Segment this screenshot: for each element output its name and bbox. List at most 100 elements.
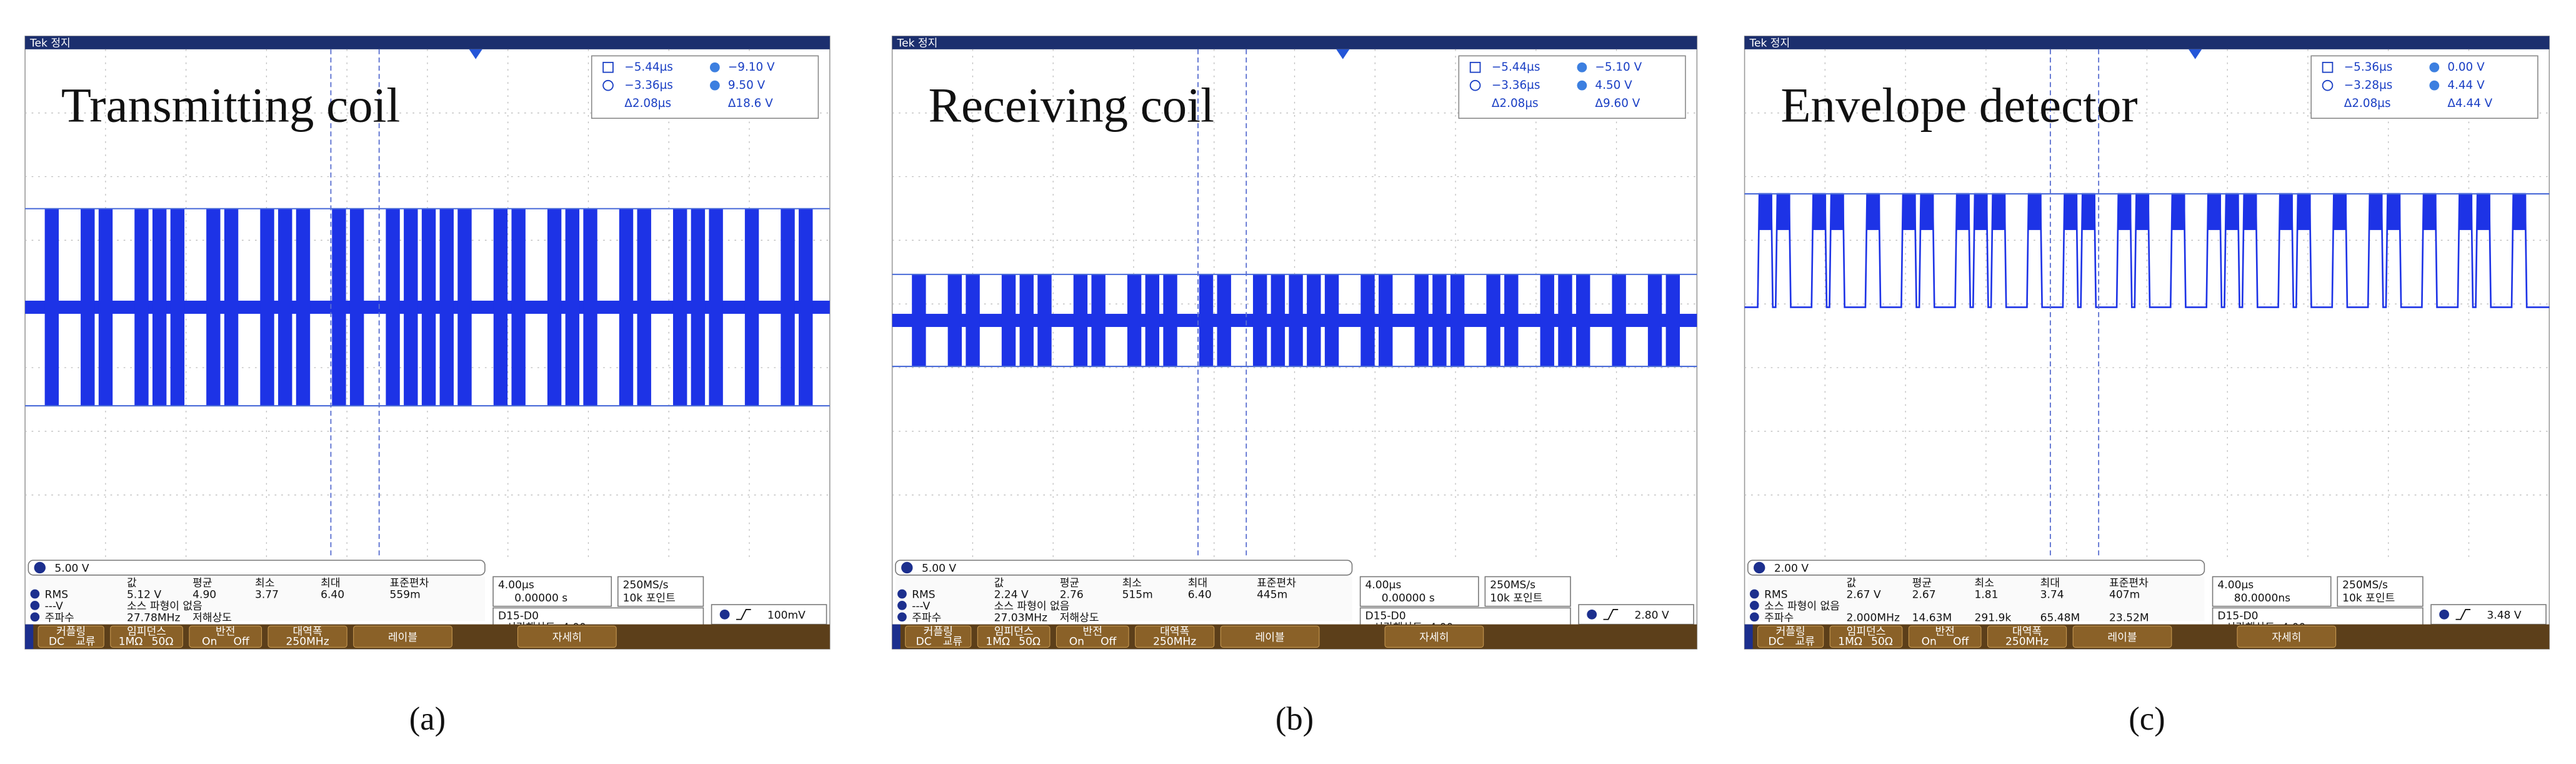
menu-button[interactable]	[1220, 625, 1320, 648]
burst	[709, 208, 723, 406]
menu-button[interactable]	[517, 625, 617, 648]
meas-cell: 407m	[2109, 589, 2140, 601]
meas-header: 표준편차	[2109, 577, 2149, 590]
burst	[799, 208, 813, 406]
meas-cell: 2.67 V	[1847, 589, 1881, 601]
burst	[1127, 274, 1142, 367]
burst	[1163, 274, 1177, 367]
cursor-box	[1458, 55, 1686, 119]
menu-option: Off	[1101, 635, 1117, 648]
burst	[1558, 274, 1572, 367]
channel-scale: 2.00 V	[1774, 563, 1809, 575]
menu-button[interactable]	[1908, 625, 1982, 648]
meas-header: 값	[994, 577, 1004, 590]
envelope-ripple	[2387, 194, 2401, 230]
trigger-box	[711, 604, 827, 625]
digital: D15-D0	[498, 610, 539, 623]
cursor-time: −3.36µs	[1492, 79, 1540, 92]
burst	[332, 208, 346, 406]
digital: D15-D0	[1365, 610, 1406, 623]
menu-option: 1MΩ	[986, 635, 1010, 648]
burst	[1252, 274, 1267, 367]
channel-scale: 5.00 V	[922, 563, 956, 575]
burst	[1647, 274, 1662, 367]
sample-rate: 250MS/s	[623, 579, 669, 591]
icon	[709, 80, 720, 91]
burst	[1271, 274, 1286, 367]
burst	[1504, 274, 1519, 367]
meas-cell: 27.78MHz	[127, 611, 180, 624]
meas-cell: 2.67	[1912, 589, 1936, 601]
envelope-ripple	[2226, 194, 2239, 230]
cursor-volt: 9.50 V	[728, 79, 766, 92]
menu-button[interactable]	[1384, 625, 1484, 648]
burst	[781, 208, 795, 406]
meas-cell: 4.90	[192, 589, 216, 601]
menu-button[interactable]	[1829, 625, 1903, 648]
burst	[349, 208, 364, 406]
burst	[966, 274, 980, 367]
menu-button[interactable]	[2072, 625, 2172, 648]
menu-button[interactable]	[2237, 625, 2337, 648]
menu-button[interactable]	[110, 625, 183, 648]
meas-cell: 5.12 V	[127, 589, 161, 601]
meas-cell: 저해상도	[1060, 611, 1099, 624]
menu-button[interactable]	[267, 625, 347, 648]
menu-title: 자세히	[1419, 631, 1449, 644]
menu-button[interactable]	[189, 625, 262, 648]
position: 0.00000 s	[1382, 592, 1435, 605]
meas-header: 평균	[1060, 577, 1079, 590]
meas-header: 표준편차	[1257, 577, 1296, 590]
menu-button[interactable]	[1056, 625, 1129, 648]
envelope-ripple	[2477, 194, 2490, 230]
scale-bar	[895, 560, 1353, 576]
meas-cell: 515m	[1122, 589, 1153, 601]
envelope-ripple	[1992, 194, 2006, 230]
meas-cell: 14.63M	[1912, 611, 1952, 624]
meas-cell: 3.74	[2040, 589, 2064, 601]
record-length: 10k 포인트	[2342, 592, 2395, 605]
menu-ch	[1744, 624, 1753, 650]
meas-cell: 6.40	[1188, 589, 1212, 601]
burst	[1665, 274, 1680, 367]
caption: (b)	[1276, 701, 1314, 737]
scope-screenshot: Tek 정지 Transmitting coil −5.44µs −9.10 V −3.…	[24, 36, 831, 650]
burst	[296, 208, 311, 406]
menu-option: 50Ω	[1871, 635, 1893, 648]
menu-option: On	[1922, 635, 1937, 648]
menu-button[interactable]	[1757, 625, 1824, 648]
burst	[1432, 274, 1447, 367]
timebase-box	[2212, 576, 2332, 607]
burst	[1217, 274, 1231, 367]
envelope-ripple	[1903, 194, 1916, 230]
meas-header: 최대	[321, 577, 340, 590]
burst	[511, 208, 526, 406]
meas-cell: RMS	[45, 589, 68, 601]
menu-option: DC	[916, 635, 932, 648]
burst	[404, 208, 418, 406]
timebase-box	[492, 576, 612, 607]
envelope-ripple	[1974, 194, 1988, 230]
meas-header: 최대	[2040, 577, 2060, 590]
menu-button[interactable]	[37, 625, 104, 648]
meas-header: 최소	[1122, 577, 1142, 590]
menu-button[interactable]	[977, 625, 1051, 648]
menu-button[interactable]	[905, 625, 972, 648]
menu-title: 대역폭	[1160, 626, 1189, 638]
channel-badge	[1587, 609, 1597, 620]
menu-option: On	[202, 635, 217, 648]
menu-button[interactable]	[1135, 625, 1215, 648]
trigger-slope	[1603, 609, 1619, 620]
burst	[1379, 274, 1393, 367]
menu-title: 대역폭	[293, 626, 322, 638]
menu-button[interactable]	[1987, 625, 2067, 648]
burst	[1414, 274, 1429, 367]
burst	[439, 208, 454, 406]
waveform	[892, 273, 1697, 368]
channel-badge	[1749, 612, 1759, 622]
burst	[547, 208, 562, 406]
burst	[1199, 274, 1214, 367]
menu-title: 반전	[1935, 626, 1954, 638]
timebase-box	[1359, 576, 1479, 607]
menu-button[interactable]	[353, 625, 452, 648]
